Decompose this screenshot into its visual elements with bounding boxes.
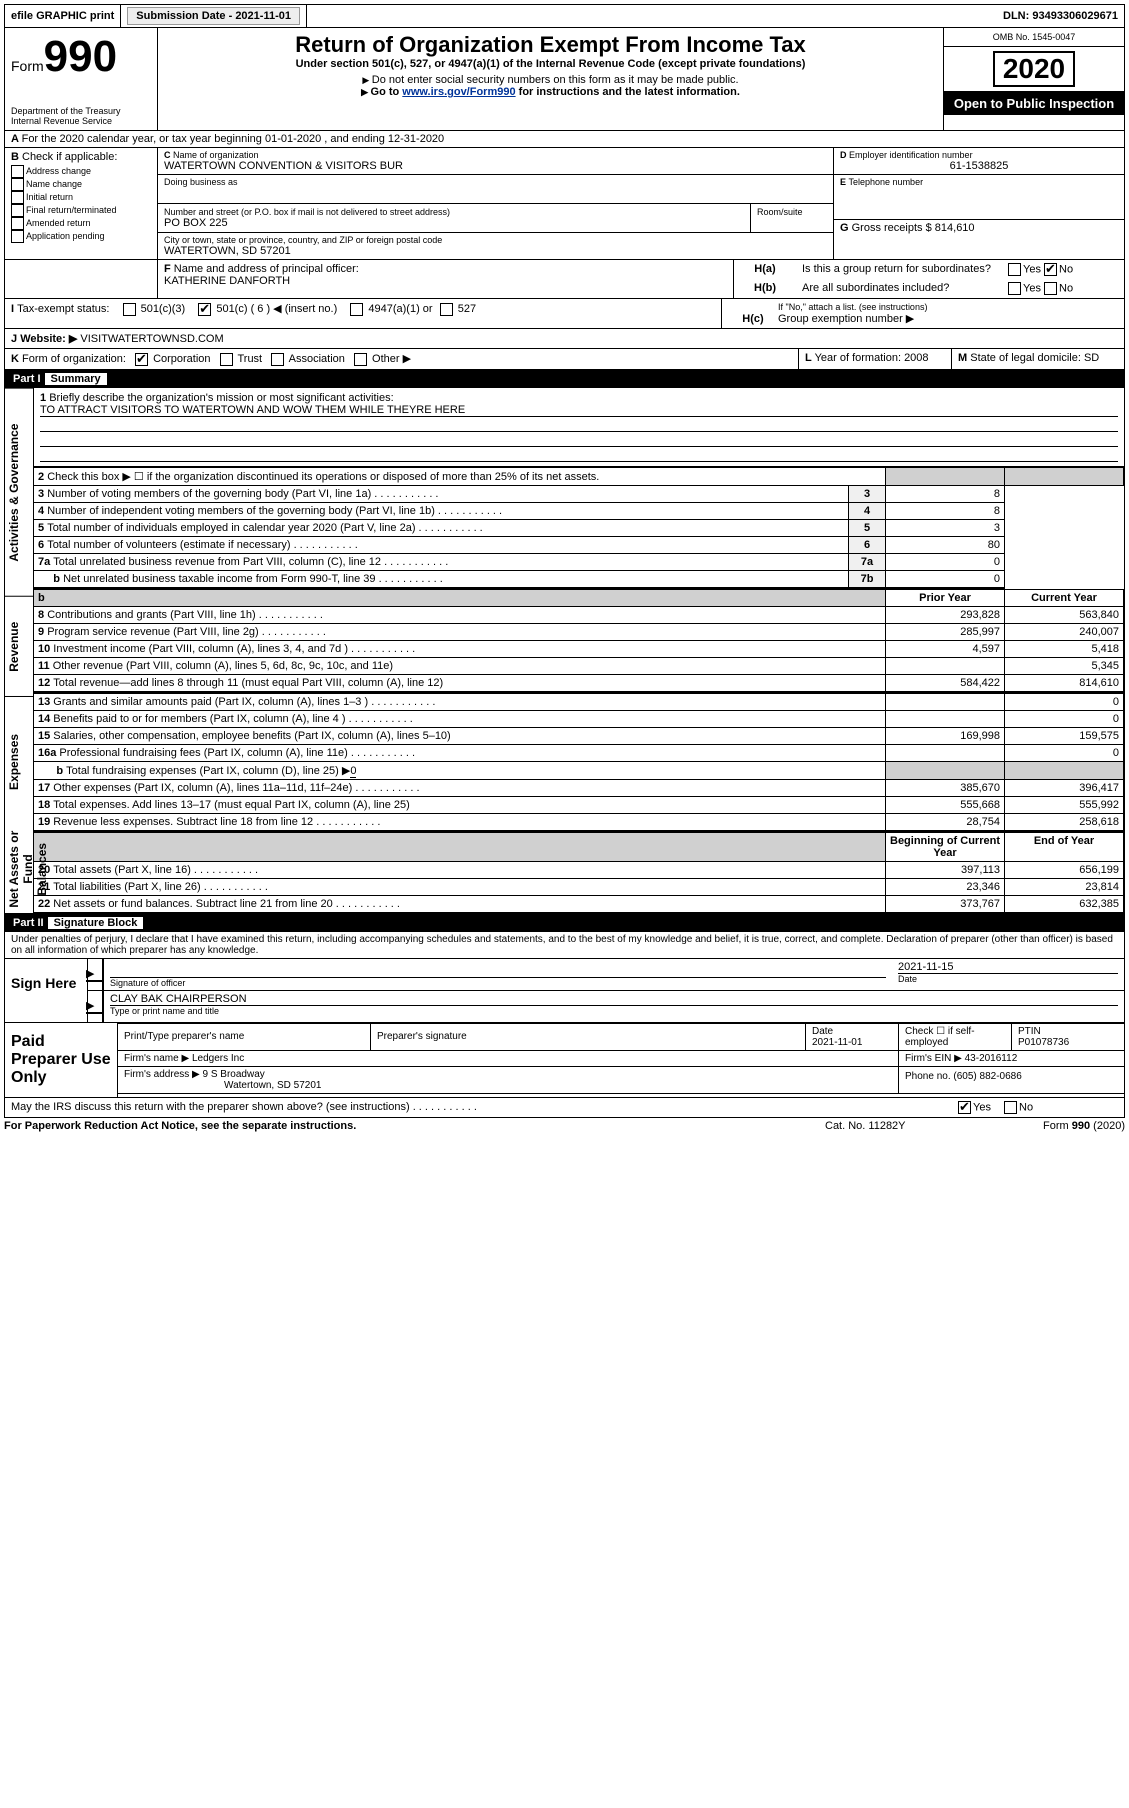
open-inspection: Open to Public Inspection xyxy=(944,92,1124,115)
chk-pending[interactable] xyxy=(11,230,24,243)
header-title: Return of Organization Exempt From Incom… xyxy=(164,32,937,58)
side-expenses: Expenses xyxy=(5,696,33,826)
header-subtitle: Under section 501(c), 527, or 4947(a)(1)… xyxy=(164,58,937,70)
submission-cell: Submission Date - 2021-11-01 xyxy=(121,5,307,27)
omb-label: OMB No. 1545-0047 xyxy=(944,28,1124,47)
discuss-row: May the IRS discuss this return with the… xyxy=(4,1098,1125,1118)
discuss-yes[interactable] xyxy=(958,1101,971,1114)
gross-receipts: 814,610 xyxy=(935,222,975,234)
officer-name: KATHERINE DANFORTH xyxy=(164,275,290,287)
k-trust[interactable] xyxy=(220,353,233,366)
submission-button[interactable]: Submission Date - 2021-11-01 xyxy=(127,7,300,25)
side-net: Net Assets or Fund Balances xyxy=(5,826,33,913)
chk-initial[interactable] xyxy=(11,191,24,204)
k-assoc[interactable] xyxy=(271,353,284,366)
chk-final[interactable] xyxy=(11,204,24,217)
hb-yes[interactable] xyxy=(1008,282,1021,295)
i-527[interactable] xyxy=(440,303,453,316)
i-row: I Tax-exempt status: 501(c)(3) 501(c) ( … xyxy=(4,299,1125,329)
year-box: 2020 xyxy=(993,51,1075,87)
boxB-label: Check if applicable: xyxy=(22,151,117,163)
header-note1: Do not enter social security numbers on … xyxy=(164,74,937,86)
governance-table: 2 Check this box ▶ ☐ if the organization… xyxy=(34,467,1124,589)
footer: For Paperwork Reduction Act Notice, see … xyxy=(4,1118,1125,1134)
i-4947[interactable] xyxy=(350,303,363,316)
ha-no[interactable] xyxy=(1044,263,1057,276)
paid-preparer-block: Paid Preparer Use Only Print/Type prepar… xyxy=(4,1023,1125,1098)
k-corp[interactable] xyxy=(135,353,148,366)
dln-label: DLN: 93493306029671 xyxy=(997,5,1124,27)
dept-label: Department of the TreasuryInternal Reven… xyxy=(11,106,151,126)
org-address: PO BOX 225 xyxy=(164,217,744,229)
chk-address[interactable] xyxy=(11,165,24,178)
j-row: J Website: ▶ VISITWATERTOWNSD.COM xyxy=(4,329,1125,349)
declaration: Under penalties of perjury, I declare th… xyxy=(4,932,1125,959)
expenses-table: 13 Grants and similar amounts paid (Part… xyxy=(34,693,1124,832)
org-city: WATERTOWN, SD 57201 xyxy=(164,245,827,257)
fh-row: F Name and address of principal officer:… xyxy=(4,260,1125,299)
form-word: Form xyxy=(11,58,44,74)
period-row: A For the 2020 calendar year, or tax yea… xyxy=(4,131,1125,148)
org-name: WATERTOWN CONVENTION & VISITORS BUR xyxy=(164,160,827,172)
form-header: Form990 Department of the TreasuryIntern… xyxy=(4,28,1125,131)
efile-label: efile GRAPHIC print xyxy=(5,5,121,27)
org-info-block: B Check if applicable: Address change Na… xyxy=(4,148,1125,260)
chk-name[interactable] xyxy=(11,178,24,191)
net-table: Beginning of Current YearEnd of Year 20 … xyxy=(34,832,1124,913)
officer-sig-name: CLAY BAK CHAIRPERSON xyxy=(110,993,1118,1005)
mission-text: TO ATTRACT VISITORS TO WATERTOWN AND WOW… xyxy=(40,404,1118,417)
part2-header: Part IISignature Block xyxy=(4,914,1125,932)
i-501c3[interactable] xyxy=(123,303,136,316)
website: VISITWATERTOWNSD.COM xyxy=(80,333,223,345)
top-bar: efile GRAPHIC print Submission Date - 20… xyxy=(4,4,1125,28)
ein: 61-1538825 xyxy=(840,160,1118,172)
klm-row: K Form of organization: Corporation Trus… xyxy=(4,349,1125,370)
chk-amended[interactable] xyxy=(11,217,24,230)
revenue-table: bPrior YearCurrent Year 8 Contributions … xyxy=(34,589,1124,693)
discuss-no[interactable] xyxy=(1004,1101,1017,1114)
hb-no[interactable] xyxy=(1044,282,1057,295)
sig-date: 2021-11-15 xyxy=(898,961,1118,973)
part1-header: Part ISummary xyxy=(4,370,1125,388)
side-governance: Activities & Governance xyxy=(5,388,33,597)
i-501c[interactable] xyxy=(198,303,211,316)
side-revenue: Revenue xyxy=(5,596,33,696)
form-990: 990 xyxy=(44,32,117,81)
form990-link[interactable]: www.irs.gov/Form990 xyxy=(402,86,515,98)
sign-here-block: Sign Here ▶ Signature of officer 2021-11… xyxy=(4,959,1125,1023)
ha-yes[interactable] xyxy=(1008,263,1021,276)
summary-block: Activities & Governance Revenue Expenses… xyxy=(4,388,1125,914)
header-note2: Go to www.irs.gov/Form990 for instructio… xyxy=(164,86,937,98)
k-other[interactable] xyxy=(354,353,367,366)
